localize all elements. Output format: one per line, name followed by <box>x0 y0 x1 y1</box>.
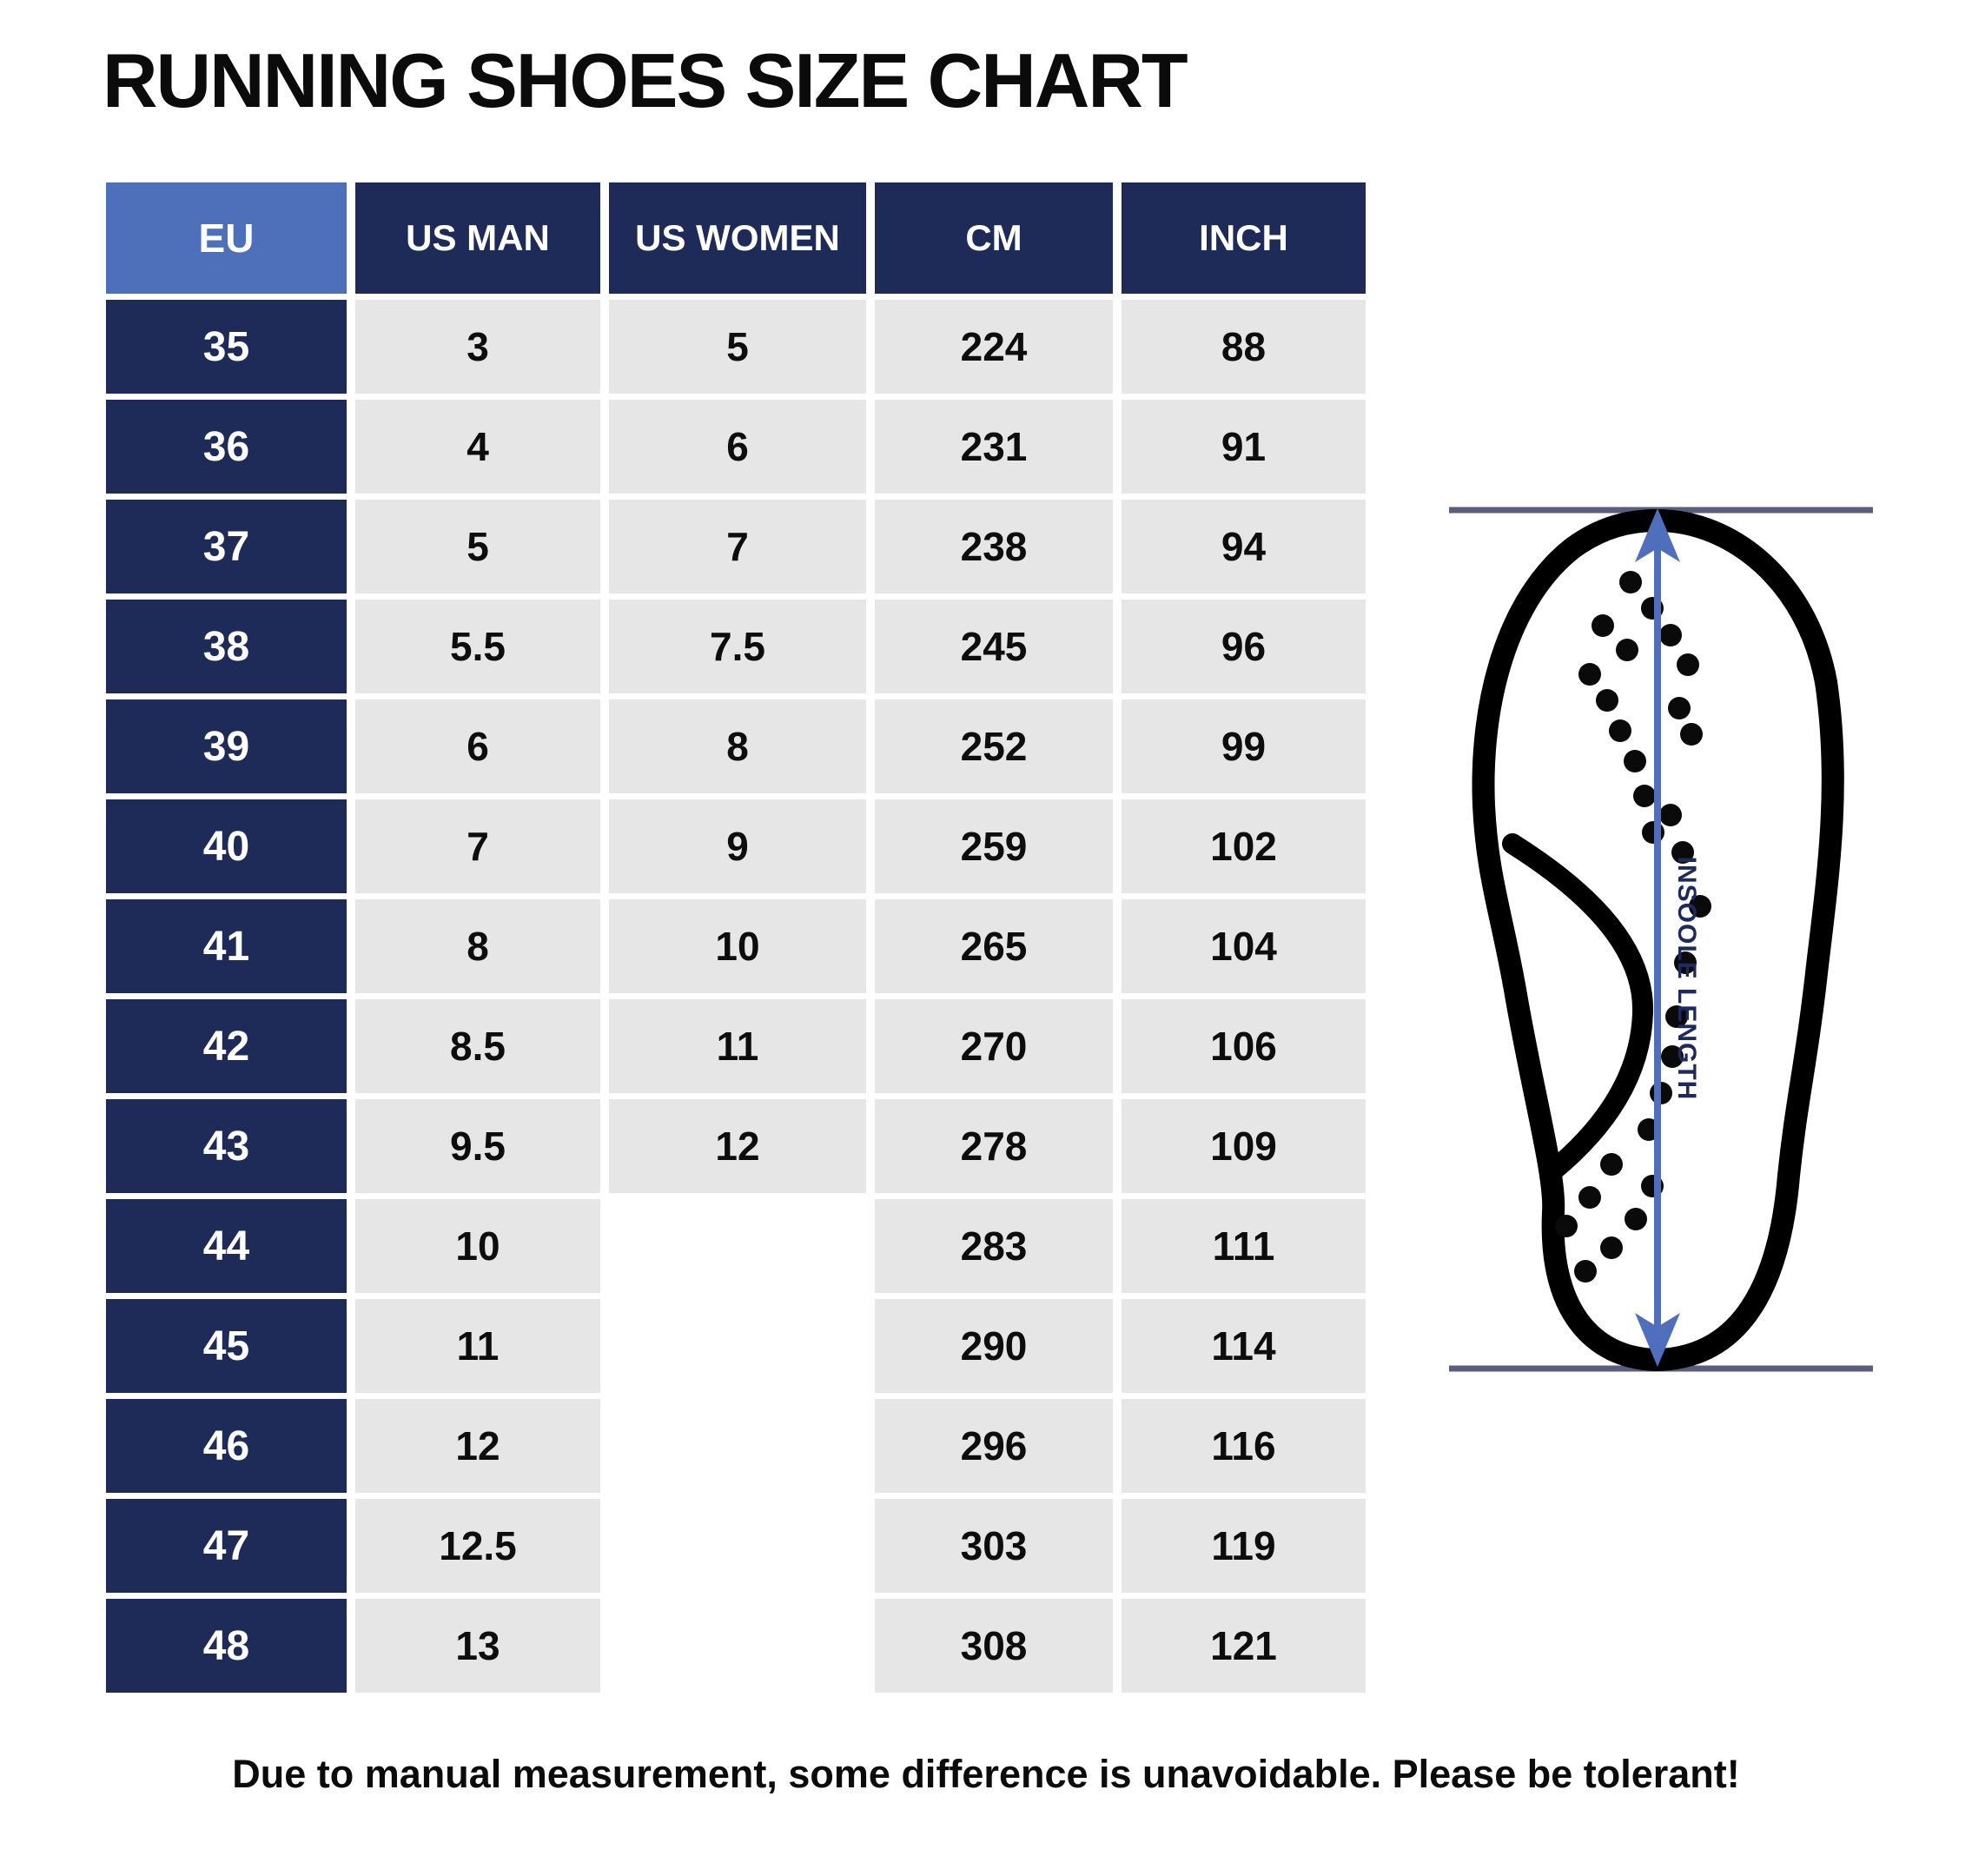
table-cell: 283 <box>875 1199 1113 1293</box>
table-cell: 119 <box>1122 1499 1366 1593</box>
table-cell: 102 <box>1122 799 1366 893</box>
eu-size-cell: 41 <box>106 899 347 993</box>
table-cell: 259 <box>875 799 1113 893</box>
table-cell: 8.5 <box>355 999 600 1093</box>
table-cell: 308 <box>875 1599 1113 1693</box>
table-cell-empty <box>609 1199 866 1293</box>
table-cell: 278 <box>875 1099 1113 1193</box>
table-cell: 111 <box>1122 1199 1366 1293</box>
insole-length-label: INSOOLE LENGTH <box>1672 857 1701 1101</box>
eu-size-cell: 40 <box>106 799 347 893</box>
eu-size-cell: 46 <box>106 1399 347 1493</box>
table-cell: 238 <box>875 500 1113 593</box>
eu-size-cell: 35 <box>106 300 347 394</box>
eu-size-cell: 44 <box>106 1199 347 1293</box>
table-cell: 9.5 <box>355 1099 600 1193</box>
table-cell: 6 <box>355 699 600 793</box>
table-cell-empty <box>609 1299 866 1393</box>
insole-illustration: INSOOLE LENGTH <box>1449 507 1873 1372</box>
eu-size-cell: 38 <box>106 600 347 693</box>
measure-arrow <box>1635 508 1680 1367</box>
arrow-head-up <box>1635 508 1680 562</box>
table-cell: 109 <box>1122 1099 1366 1193</box>
table-cell: 3 <box>355 300 600 394</box>
table-cell: 12 <box>609 1099 866 1193</box>
table-cell: 7.5 <box>609 600 866 693</box>
eu-size-cell: 36 <box>106 400 347 494</box>
table-cell: 303 <box>875 1499 1113 1593</box>
eu-size-cell: 45 <box>106 1299 347 1393</box>
page-title: RUNNING SHOES SIZE CHART <box>103 37 1188 123</box>
table-cell: 8 <box>355 899 600 993</box>
table-cell: 10 <box>609 899 866 993</box>
table-cell: 5 <box>609 300 866 394</box>
table-cell: 270 <box>875 999 1113 1093</box>
table-cell: 91 <box>1122 400 1366 494</box>
table-cell: 290 <box>875 1299 1113 1393</box>
eu-size-cell: 47 <box>106 1499 347 1593</box>
size-table: EU US MAN US WOMEN CM INCH 35 3 5 224 88 36 4 6 231 91… <box>106 182 1366 1693</box>
table-cell: 11 <box>609 999 866 1093</box>
header-cell-us-man: US MAN <box>355 182 600 294</box>
table-cell: 116 <box>1122 1399 1366 1493</box>
table-cell: 99 <box>1122 699 1366 793</box>
table-cell: 104 <box>1122 899 1366 993</box>
table-cell-empty <box>609 1499 866 1593</box>
header-cell-us-women: US WOMEN <box>609 182 866 294</box>
table-cell: 245 <box>875 600 1113 693</box>
table-cell-empty <box>609 1599 866 1693</box>
table-cell: 9 <box>609 799 866 893</box>
table-cell: 7 <box>609 500 866 593</box>
table-cell: 7 <box>355 799 600 893</box>
table-cell: 96 <box>1122 600 1366 693</box>
table-cell: 12 <box>355 1399 600 1493</box>
table-cell: 252 <box>875 699 1113 793</box>
table-cell: 94 <box>1122 500 1366 593</box>
table-cell: 265 <box>875 899 1113 993</box>
table-cell: 5 <box>355 500 600 593</box>
table-cell: 12.5 <box>355 1499 600 1593</box>
table-cell: 5.5 <box>355 600 600 693</box>
eu-size-cell: 43 <box>106 1099 347 1193</box>
insole-dots <box>1555 571 1711 1283</box>
table-cell: 121 <box>1122 1599 1366 1693</box>
eu-size-cell: 42 <box>106 999 347 1093</box>
table-cell: 88 <box>1122 300 1366 394</box>
table-cell: 10 <box>355 1199 600 1293</box>
table-cell-empty <box>609 1399 866 1493</box>
header-cell-cm: CM <box>875 182 1113 294</box>
header-cell-eu: EU <box>106 182 347 294</box>
table-cell: 13 <box>355 1599 600 1693</box>
table-cell: 224 <box>875 300 1113 394</box>
table-cell: 4 <box>355 400 600 494</box>
table-cell: 296 <box>875 1399 1113 1493</box>
table-cell: 8 <box>609 699 866 793</box>
table-cell: 106 <box>1122 999 1366 1093</box>
table-cell: 6 <box>609 400 866 494</box>
footer-note: Due to manual measurement, some differen… <box>232 1752 1740 1796</box>
table-cell: 114 <box>1122 1299 1366 1393</box>
table-cell: 231 <box>875 400 1113 494</box>
table-cell: 11 <box>355 1299 600 1393</box>
header-cell-inch: INCH <box>1122 182 1366 294</box>
eu-size-cell: 39 <box>106 699 347 793</box>
eu-size-cell: 48 <box>106 1599 347 1693</box>
arch-line <box>1502 833 1654 1181</box>
eu-size-cell: 37 <box>106 500 347 593</box>
arrow-head-down <box>1635 1313 1680 1367</box>
